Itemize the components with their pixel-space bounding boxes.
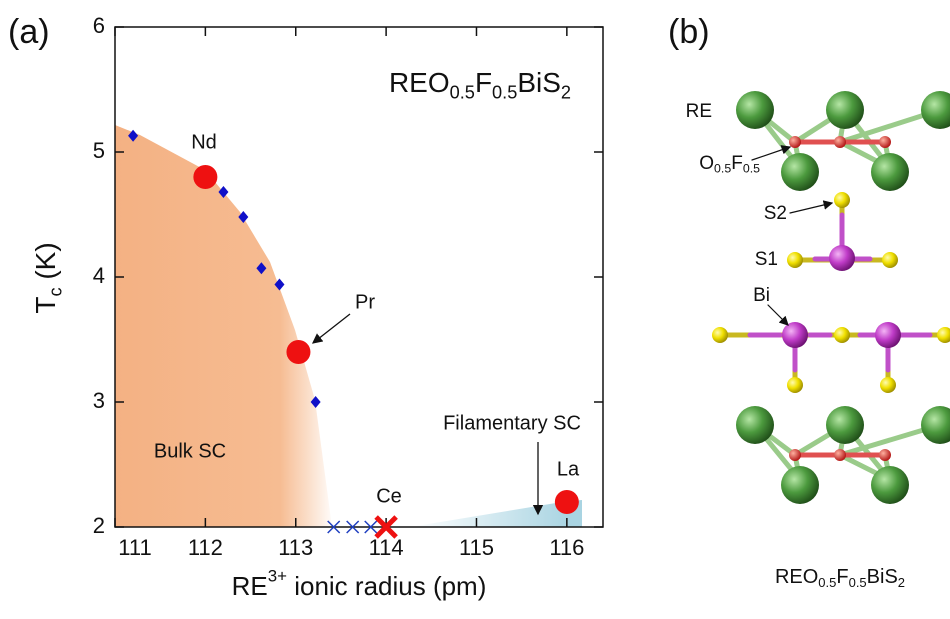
bulk-sc-region (115, 125, 332, 527)
annotation: Ce (376, 485, 402, 507)
diamond-point (274, 278, 285, 291)
x-tick-label: 114 (369, 535, 404, 560)
atom-label: RE (686, 101, 712, 122)
plot: 111 112 113 114 115 116 2 3 4 5 6 RE3+ ionic radius… (30, 13, 603, 601)
text-part: 0.5 (849, 575, 867, 590)
circle-point (286, 340, 311, 364)
text-part: T (30, 297, 61, 314)
diamond-point (310, 396, 321, 408)
x-tick-label: 116 (549, 535, 584, 560)
circle-point (554, 490, 579, 514)
atom-label: Bi (753, 285, 770, 306)
diamond-point (128, 129, 139, 142)
atom-label: S2 (764, 203, 787, 224)
diamond-point (238, 211, 249, 223)
x-tick-label: 115 (459, 535, 494, 560)
panel-label: (b) (668, 13, 710, 51)
annotation: Filamentary SC (443, 412, 581, 434)
annotation: Pr (355, 291, 375, 313)
series (327, 520, 378, 534)
text-part: 0.5 (714, 162, 731, 176)
text-part: 2 (898, 575, 905, 590)
text-part: c (45, 287, 65, 296)
y-tick-label: 2 (93, 513, 105, 538)
crystal-structure (712, 91, 950, 504)
text-part: F (836, 566, 848, 588)
annotation-arrow (311, 313, 351, 344)
text-part: BiS (517, 67, 561, 98)
x-point (346, 520, 360, 534)
diamond-point (218, 186, 229, 198)
circle-point (193, 165, 218, 189)
text-part: RE (232, 571, 268, 601)
text-part: 0.5 (450, 82, 475, 102)
atom-label: O0.5F0.5 (699, 153, 760, 176)
caption: REO0.5F0.5BiS2 (775, 566, 905, 590)
panel-label: (a) (8, 13, 50, 51)
text-part: F (475, 67, 492, 98)
x-tick-label: 111 (118, 535, 151, 560)
y-tick-label: 5 (93, 138, 105, 163)
x-tick-label: 113 (278, 535, 313, 560)
annotation: La (557, 458, 580, 480)
text-part: 2 (561, 82, 571, 102)
text-part: 0.5 (818, 575, 836, 590)
atom-label: S1 (755, 249, 778, 270)
y-tick-label: 6 (93, 13, 105, 38)
series (193, 165, 579, 514)
text-part: 0.5 (743, 162, 760, 176)
y-axis-label: Tc (K) (30, 242, 65, 313)
x-point (374, 515, 398, 539)
text-part: REO (389, 67, 450, 98)
y-tick-label: 3 (93, 388, 105, 413)
text-part: ionic radius (pm) (287, 571, 486, 601)
text-part: F (731, 153, 743, 174)
text-part: BiS (867, 566, 898, 588)
x-axis-label: RE3+ ionic radius (pm) (232, 567, 487, 601)
text-part: 3+ (268, 567, 287, 586)
annotation: Nd (191, 131, 217, 153)
x-tick-label: 112 (188, 535, 223, 560)
annotation: Bulk SC (154, 440, 226, 462)
y-tick-label: 4 (93, 263, 105, 288)
series (128, 129, 321, 408)
series (374, 515, 398, 539)
text-part: (K) (30, 242, 61, 287)
text-part: 0.5 (492, 82, 517, 102)
chart-title: REO0.5F0.5BiS2 (389, 67, 571, 102)
x-point (327, 520, 341, 534)
diamond-point (256, 262, 267, 275)
text-part: O (699, 153, 714, 174)
text-part: REO (775, 566, 818, 588)
x-point (364, 520, 378, 534)
